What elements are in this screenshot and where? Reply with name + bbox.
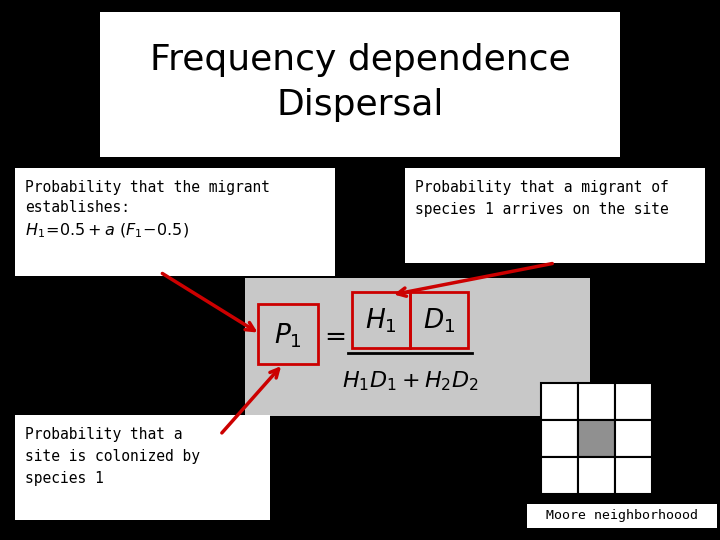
Bar (410, 292, 468, 348)
Bar (578, 383, 615, 420)
Text: Frequency dependence
Dispersal: Frequency dependence Dispersal (150, 43, 570, 122)
Text: species 1 arrives on the site: species 1 arrives on the site (415, 202, 669, 217)
Text: Probability that the migrant: Probability that the migrant (25, 180, 270, 195)
Text: Probability that a migrant of: Probability that a migrant of (415, 180, 669, 195)
Bar (578, 420, 615, 457)
Text: Probability that a: Probability that a (25, 427, 182, 442)
Bar (615, 383, 652, 420)
Text: Moore neighborhoood: Moore neighborhoood (546, 510, 698, 523)
Bar (15, 415, 270, 520)
Bar (578, 457, 615, 494)
Text: $D_1$: $D_1$ (423, 307, 455, 335)
Bar (541, 457, 578, 494)
Bar (615, 420, 652, 457)
Bar (541, 383, 578, 420)
Text: $=$: $=$ (319, 323, 345, 349)
Bar (245, 278, 590, 416)
Text: $P_1$: $P_1$ (274, 322, 302, 350)
Bar (405, 168, 705, 263)
Bar (100, 12, 620, 157)
Bar (15, 168, 335, 276)
Bar (352, 292, 410, 348)
Text: establishes:: establishes: (25, 200, 130, 215)
Text: $H_1$: $H_1$ (365, 307, 397, 335)
Bar (527, 504, 717, 528)
Bar (541, 420, 578, 457)
Bar (615, 457, 652, 494)
Text: $H_1D_1 + H_2D_2$: $H_1D_1 + H_2D_2$ (341, 369, 478, 393)
Bar (258, 304, 318, 364)
Text: site is colonized by: site is colonized by (25, 449, 200, 464)
Text: $H_1\!=\!0.5 + \mathbf{\mathit{a}}\ (F_1\!-\!0.5)$: $H_1\!=\!0.5 + \mathbf{\mathit{a}}\ (F_1… (25, 222, 189, 240)
Text: species 1: species 1 (25, 471, 104, 486)
